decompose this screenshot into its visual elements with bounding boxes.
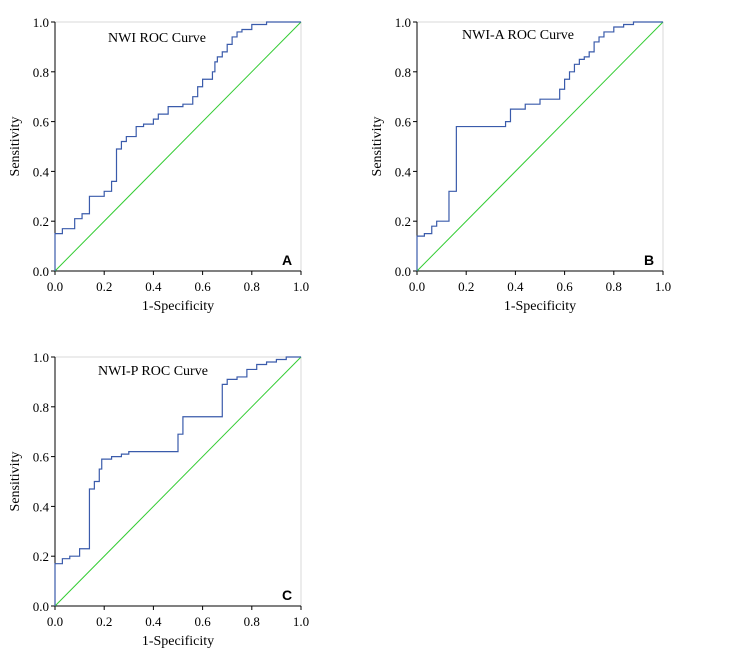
roc-curve-line — [54, 21, 301, 271]
x-tick-label: 0.4 — [145, 614, 162, 629]
x-tick-label: 0.0 — [47, 614, 63, 629]
x-tick-label: 0.4 — [145, 279, 162, 294]
y-axis-title: Sensitivity — [8, 452, 23, 512]
panel-label: C — [282, 587, 292, 603]
roc-chart-svg: 0.0 0.2 0.4 0.6 0.8 1.0 0.0 0.2 0.4 0.6 0.8 1.0 1-Sp… — [8, 350, 309, 649]
x-tick-label: 0.8 — [606, 279, 622, 294]
x-axis-title: 1-Specificity — [142, 299, 214, 314]
y-tick-label: 0.0 — [395, 264, 411, 279]
roc-curve-line — [54, 356, 301, 606]
y-tick-label: 0.4 — [395, 164, 412, 179]
x-tick-label: 0.8 — [244, 279, 260, 294]
x-axis-title: 1-Specificity — [504, 299, 576, 314]
roc-curve-line — [416, 21, 663, 271]
y-tick-label: 0.2 — [395, 214, 411, 229]
reference-diagonal-line — [54, 356, 302, 607]
roc-chart-nwi-p: 0.0 0.2 0.4 0.6 0.8 1.0 0.0 0.2 0.4 0.6 0.8 1.0 1-Sp… — [0, 335, 320, 655]
y-tick-label: 1.0 — [33, 350, 49, 365]
x-tick-label: 1.0 — [293, 614, 309, 629]
chart-title: NWI ROC Curve — [108, 31, 206, 46]
y-tick-label: 0.6 — [33, 450, 50, 465]
x-tick-label: 0.0 — [409, 279, 425, 294]
x-tick-label: 1.0 — [655, 279, 671, 294]
y-tick-label: 0.0 — [33, 264, 49, 279]
x-tick-label: 0.8 — [244, 614, 260, 629]
x-tick-label: 1.0 — [293, 279, 309, 294]
y-tick-label: 0.8 — [33, 400, 49, 415]
x-tick-label: 0.6 — [194, 614, 211, 629]
y-tick-label: 0.8 — [33, 65, 49, 80]
panel-label: A — [282, 252, 292, 268]
y-tick-label: 0.8 — [395, 65, 411, 80]
chart-title: NWI-A ROC Curve — [462, 28, 574, 43]
y-tick-label: 0.6 — [395, 115, 412, 130]
x-tick-label: 0.2 — [96, 614, 112, 629]
y-axis-title: Sensitivity — [370, 117, 385, 177]
y-axis-title: Sensitivity — [8, 117, 23, 177]
x-tick-label: 0.2 — [96, 279, 112, 294]
chart-title: NWI-P ROC Curve — [98, 364, 208, 379]
x-tick-label: 0.4 — [507, 279, 524, 294]
x-tick-label: 0.6 — [556, 279, 573, 294]
y-tick-label: 0.6 — [33, 115, 50, 130]
y-tick-label: 0.2 — [33, 214, 49, 229]
reference-diagonal-line — [54, 21, 302, 272]
x-tick-label: 0.0 — [47, 279, 63, 294]
y-tick-label: 1.0 — [33, 15, 49, 30]
roc-chart-svg: 0.0 0.2 0.4 0.6 0.8 1.0 0.0 0.2 0.4 0.6 0.8 1.0 1-Sp… — [370, 15, 671, 314]
x-axis-title: 1-Specificity — [142, 634, 214, 649]
y-tick-label: 0.2 — [33, 549, 49, 564]
reference-diagonal-line — [416, 21, 664, 272]
panel-label: B — [644, 252, 654, 268]
x-tick-label: 0.2 — [458, 279, 474, 294]
y-tick-label: 0.4 — [33, 499, 50, 514]
roc-chart-nwi-a: 0.0 0.2 0.4 0.6 0.8 1.0 0.0 0.2 0.4 0.6 0.8 1.0 1-Sp… — [362, 0, 682, 320]
x-tick-label: 0.6 — [194, 279, 211, 294]
y-tick-label: 1.0 — [395, 15, 411, 30]
y-tick-label: 0.0 — [33, 599, 49, 614]
y-tick-label: 0.4 — [33, 164, 50, 179]
roc-chart-nwi: 0.0 0.2 0.4 0.6 0.8 1.0 0.0 0.2 0.4 0.6 0.8 1.0 1-Sp… — [0, 0, 320, 320]
roc-chart-svg: 0.0 0.2 0.4 0.6 0.8 1.0 0.0 0.2 0.4 0.6 0.8 1.0 1-Sp… — [8, 15, 309, 314]
